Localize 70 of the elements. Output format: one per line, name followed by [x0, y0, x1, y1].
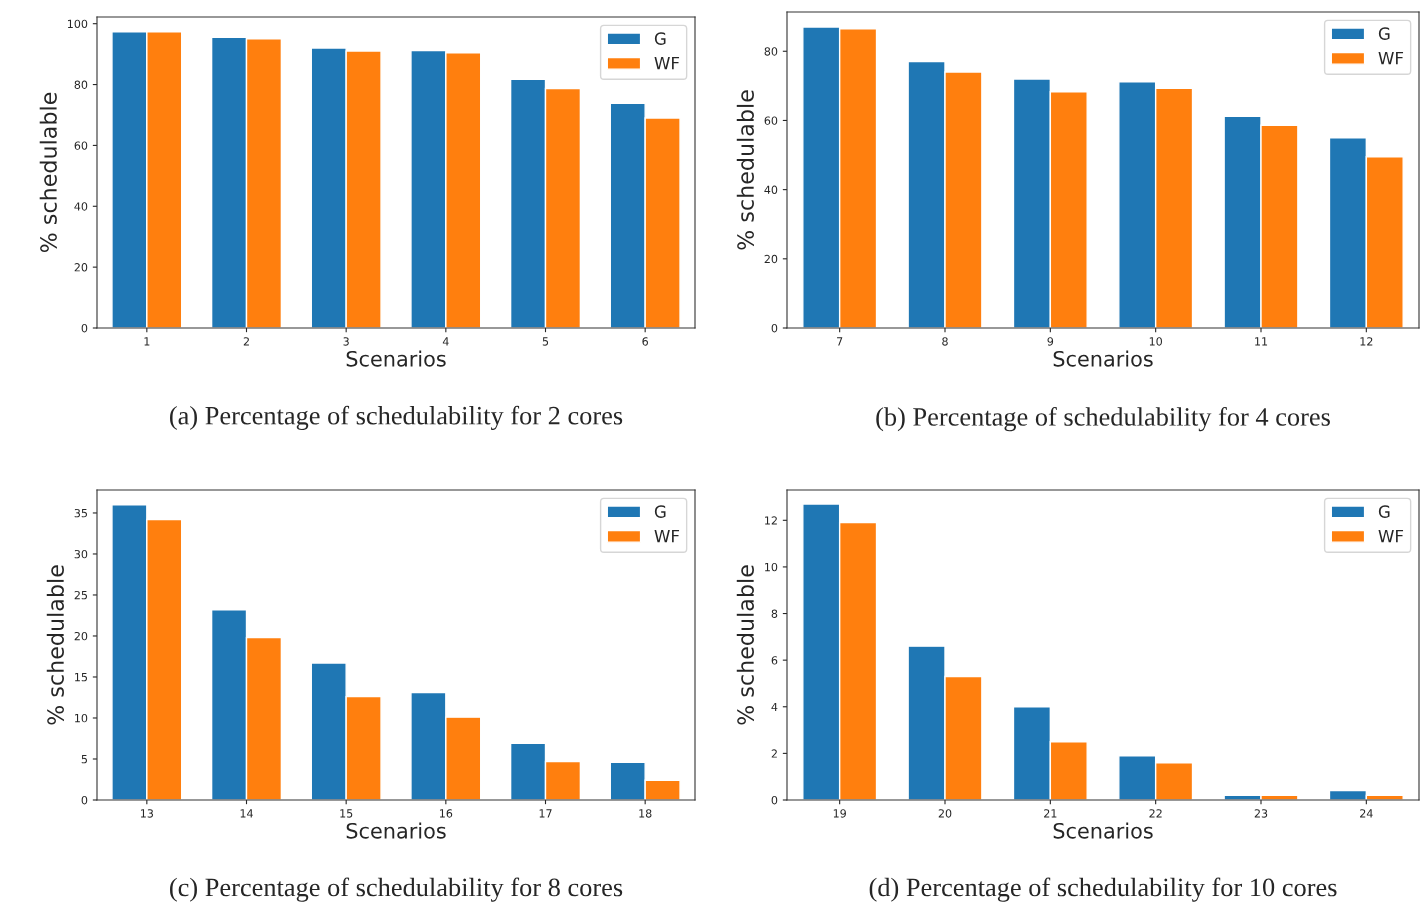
x-axis-title: Scenarios — [346, 350, 446, 367]
x-tick-label: 1 — [144, 337, 150, 346]
y-tick-label: 10 — [765, 562, 778, 572]
y-tick-label: 25 — [74, 590, 87, 600]
x-tick-label: 20 — [938, 809, 952, 818]
y-tick-label: 12 — [765, 516, 777, 525]
x-tick-label: 16 — [439, 809, 453, 818]
y-tick-label: 4 — [771, 702, 778, 711]
text: (a) Percentage of schedulability for 2 cores — [170, 405, 623, 431]
y-tick-label: 2 — [771, 749, 777, 758]
x-tick-label: 12 — [1360, 337, 1373, 346]
text: (b) Percentage of schedulability for 4 cores — [876, 407, 1330, 432]
x-tick-label: 8 — [942, 337, 948, 346]
x-axis-title: Scenarios — [346, 822, 446, 839]
x-tick-label: 9 — [1047, 337, 1054, 346]
y-tick-label: 35 — [74, 508, 87, 518]
x-tick-label: 14 — [240, 809, 253, 818]
legend-label: G — [654, 32, 666, 45]
legend-label: G — [1378, 27, 1390, 40]
y-tick-label: 60 — [74, 141, 88, 150]
y-axis-title: % schedulable — [39, 92, 57, 253]
y-tick-label: 40 — [74, 202, 88, 211]
x-tick-label: 10 — [1149, 337, 1162, 346]
y-tick-label: 80 — [764, 47, 778, 56]
x-axis-title: Scenarios — [1053, 350, 1153, 367]
legend-label: G — [654, 505, 666, 518]
y-tick-label: 20 — [764, 254, 778, 264]
x-tick-label: 5 — [542, 337, 549, 346]
legend-label: G — [1378, 505, 1390, 518]
y-tick-label: 0 — [81, 323, 88, 333]
y-tick-label: 5 — [81, 755, 87, 764]
text: (c) Percentage of schedulability for 8 cores — [170, 877, 623, 902]
legend-label: WF — [654, 56, 680, 70]
x-tick-label: 6 — [642, 337, 648, 346]
x-tick-label: 11 — [1255, 337, 1268, 346]
x-tick-label: 17 — [539, 809, 552, 818]
y-tick-label: 60 — [764, 116, 778, 125]
y-tick-label: 0 — [81, 795, 88, 805]
y-axis-title: % schedulable — [736, 90, 754, 250]
x-tick-label: 24 — [1360, 809, 1373, 818]
x-tick-label: 3 — [343, 337, 349, 346]
legend-label: WF — [654, 529, 680, 543]
text: (d) Percentage of schedulability for 10 cores — [869, 877, 1337, 902]
y-tick-label: 30 — [74, 549, 88, 559]
y-tick-label: 20 — [74, 631, 88, 641]
y-tick-label: 80 — [74, 80, 88, 89]
x-tick-label: 13 — [140, 809, 154, 818]
y-axis-title: % schedulable — [736, 565, 754, 725]
x-tick-label: 7 — [837, 337, 843, 346]
x-tick-label: 18 — [639, 809, 652, 818]
y-axis-title: % schedulable — [46, 565, 64, 725]
y-tick-label: 0 — [771, 323, 778, 333]
x-tick-label: 4 — [442, 337, 449, 346]
x-axis-title: Scenarios — [1053, 822, 1153, 839]
y-tick-label: 0 — [771, 795, 778, 805]
x-tick-label: 15 — [340, 809, 353, 818]
y-tick-label: 40 — [764, 185, 778, 195]
y-tick-label: 20 — [74, 263, 88, 272]
y-tick-label: 6 — [771, 656, 778, 665]
x-tick-label: 23 — [1254, 809, 1268, 818]
y-tick-label: 15 — [75, 673, 87, 682]
legend-label: WF — [1378, 529, 1404, 543]
y-tick-label: 10 — [75, 713, 88, 723]
x-tick-label: 22 — [1149, 809, 1162, 818]
legend-label: WF — [1378, 51, 1404, 65]
x-tick-label: 21 — [1044, 809, 1057, 818]
y-tick-label: 8 — [771, 609, 778, 618]
x-tick-label: 2 — [243, 337, 249, 346]
y-tick-label: 100 — [67, 19, 88, 29]
x-tick-label: 19 — [833, 809, 846, 818]
